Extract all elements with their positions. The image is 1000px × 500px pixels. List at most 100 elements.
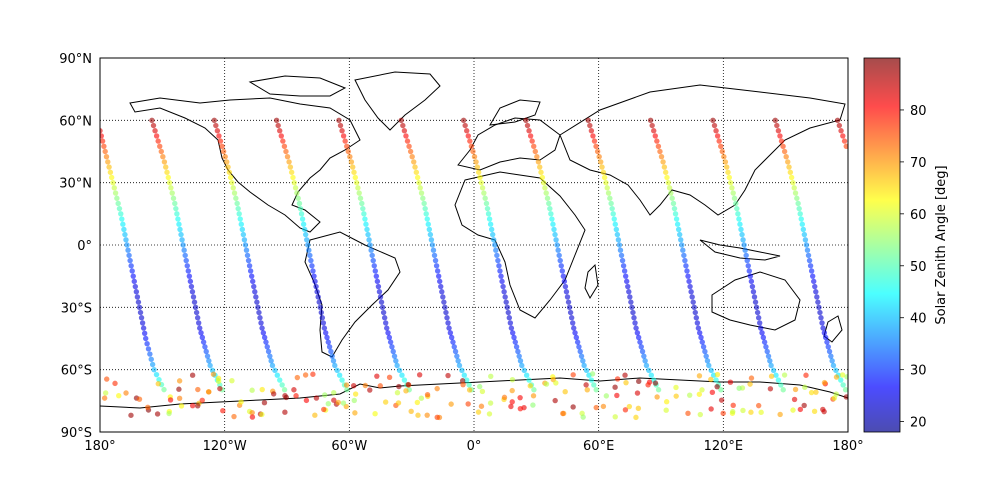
- sza-point: [313, 283, 319, 290]
- sza-point: [174, 211, 180, 217]
- colorbar-tick-label: 70: [910, 156, 927, 171]
- sza-point: [283, 148, 289, 155]
- sza-point: [509, 376, 516, 383]
- colorbar-tick-label: 60: [910, 208, 927, 223]
- sza-point: [626, 289, 632, 295]
- sza-point: [467, 138, 473, 144]
- sza-point: [481, 190, 487, 196]
- sza-point: [409, 153, 415, 160]
- sza-point: [291, 179, 297, 186]
- sza-point: [516, 353, 522, 359]
- sza-point: [780, 143, 786, 150]
- sza-point: [612, 384, 618, 390]
- sza-point: [733, 200, 739, 207]
- sza-point: [158, 148, 164, 155]
- sza-point: [135, 299, 142, 305]
- sza-point: [685, 273, 691, 279]
- sza-point: [316, 299, 322, 305]
- sza-point: [725, 169, 731, 175]
- sza-point: [347, 153, 353, 160]
- sza-point: [802, 237, 809, 243]
- sza-point: [684, 268, 690, 274]
- sza-point: [670, 200, 677, 207]
- sza-point: [745, 263, 751, 269]
- sza-point: [588, 377, 595, 383]
- sza-point: [452, 348, 459, 355]
- sza-point: [686, 392, 693, 398]
- scandinavia-coastline: [489, 99, 541, 126]
- sza-point: [493, 247, 499, 253]
- sza-point: [376, 289, 383, 295]
- sza-point: [791, 396, 798, 403]
- sza-point: [763, 344, 769, 350]
- sza-point: [713, 128, 719, 134]
- sza-point: [386, 334, 393, 341]
- sza-point: [393, 358, 399, 364]
- sza-point: [424, 412, 430, 418]
- sza-point: [665, 179, 671, 186]
- sza-point: [310, 268, 316, 274]
- sza-point: [259, 325, 265, 331]
- sza-point: [673, 384, 679, 391]
- sza-point: [834, 117, 841, 124]
- sza-point: [234, 200, 240, 207]
- sza-point: [335, 399, 341, 406]
- sza-point: [207, 362, 213, 369]
- sza-point: [521, 367, 527, 374]
- sza-point: [675, 226, 682, 233]
- sza-point: [127, 257, 133, 264]
- sza-point: [787, 169, 794, 175]
- sza-point: [474, 164, 481, 170]
- sza-point: [176, 221, 182, 227]
- sza-point: [176, 386, 182, 392]
- sza-point: [275, 122, 281, 129]
- sza-point: [611, 216, 617, 222]
- sza-point: [817, 309, 823, 316]
- sza-point: [641, 353, 647, 359]
- sza-point: [839, 372, 846, 378]
- sza-point: [351, 169, 357, 175]
- sza-point: [499, 278, 505, 285]
- sza-point: [690, 299, 696, 305]
- sza-point: [673, 216, 680, 222]
- sza-point: [621, 268, 628, 274]
- sza-point: [337, 122, 344, 129]
- sza-point: [704, 358, 711, 364]
- sza-point: [577, 348, 583, 355]
- sza-point: [506, 315, 513, 321]
- sza-point: [756, 320, 763, 326]
- sza-point: [624, 278, 630, 285]
- sza-point: [736, 385, 742, 391]
- sza-point: [421, 200, 427, 207]
- sza-point: [539, 174, 546, 181]
- sza-point: [829, 358, 835, 364]
- lat-tick-label: 90°S: [61, 426, 92, 441]
- coastlines: [100, 71, 848, 409]
- sza-point: [163, 164, 169, 170]
- sza-point: [336, 372, 343, 378]
- sza-point: [155, 381, 161, 387]
- sza-point: [743, 252, 749, 259]
- sza-point: [153, 133, 160, 139]
- sza-point: [714, 133, 721, 139]
- sza-point: [466, 387, 473, 393]
- sza-point: [318, 309, 324, 316]
- sza-point: [277, 377, 283, 383]
- sza-point: [581, 362, 587, 369]
- sza-point: [189, 372, 196, 378]
- sza-point: [103, 153, 110, 160]
- sza-point: [313, 395, 320, 401]
- sza-point: [168, 185, 174, 191]
- sza-point: [444, 315, 450, 321]
- sza-point: [538, 169, 544, 175]
- sza-point: [324, 334, 330, 341]
- sza-point: [468, 143, 475, 150]
- sza-point: [148, 356, 154, 362]
- sza-point: [697, 411, 703, 418]
- sza-point: [462, 122, 468, 129]
- sza-point: [657, 148, 663, 155]
- arctic-islands-coastline: [248, 75, 347, 97]
- sza-point: [154, 411, 161, 417]
- map-border: [99, 57, 849, 433]
- sza-point: [277, 128, 283, 134]
